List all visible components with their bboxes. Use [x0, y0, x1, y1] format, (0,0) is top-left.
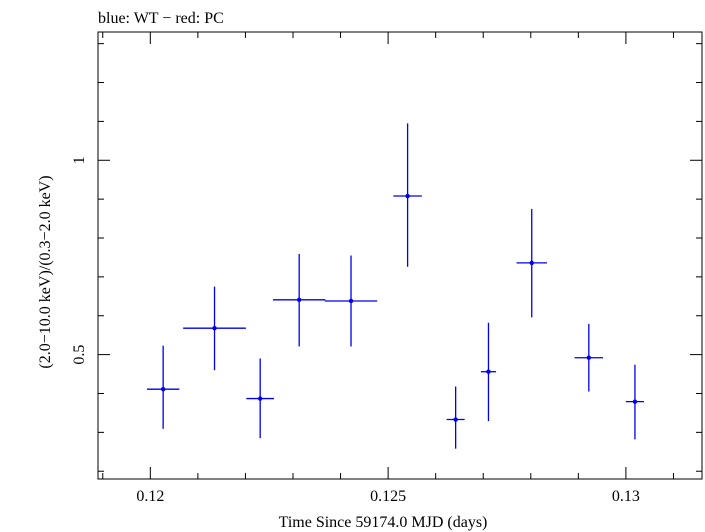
data-point: [516, 208, 547, 318]
data-point: [446, 386, 465, 449]
point-marker: [529, 260, 534, 266]
axis-tick-labels: 0.12 0.125 0.13 0.5 1: [71, 156, 640, 505]
x-tick-label: 0.12: [136, 488, 164, 505]
x-tick-label: 0.125: [370, 488, 406, 505]
point-marker: [212, 325, 217, 331]
point-marker: [405, 193, 410, 199]
point-marker: [257, 396, 263, 401]
y-tick-label: 0.5: [71, 345, 88, 365]
data-point: [183, 286, 246, 371]
plot-frame: [97, 31, 703, 480]
point-marker: [348, 298, 354, 304]
point-marker: [586, 355, 592, 360]
data-point: [324, 255, 378, 347]
data-point: [146, 345, 180, 429]
point-marker: [160, 387, 166, 392]
point-marker: [296, 297, 302, 303]
data-points: [146, 123, 644, 449]
y-tick-label: 1: [71, 156, 88, 164]
x-tick-label: 0.13: [612, 488, 640, 505]
point-marker: [632, 399, 638, 404]
point-marker: [453, 417, 458, 422]
data-point: [574, 323, 604, 392]
x-axis-label: Time Since 59174.0 MJD (days): [279, 514, 488, 531]
data-point: [273, 253, 326, 347]
data-point: [625, 364, 644, 440]
axis-ticks: [98, 32, 702, 479]
chart-title: blue: WT − red: PC: [98, 10, 224, 27]
data-point: [393, 123, 422, 267]
data-point: [480, 322, 497, 422]
data-point: [246, 358, 274, 439]
point-marker: [486, 369, 491, 374]
y-axis-label: (2.0−10.0 keV)/(0.3−2.0 keV): [37, 175, 54, 368]
